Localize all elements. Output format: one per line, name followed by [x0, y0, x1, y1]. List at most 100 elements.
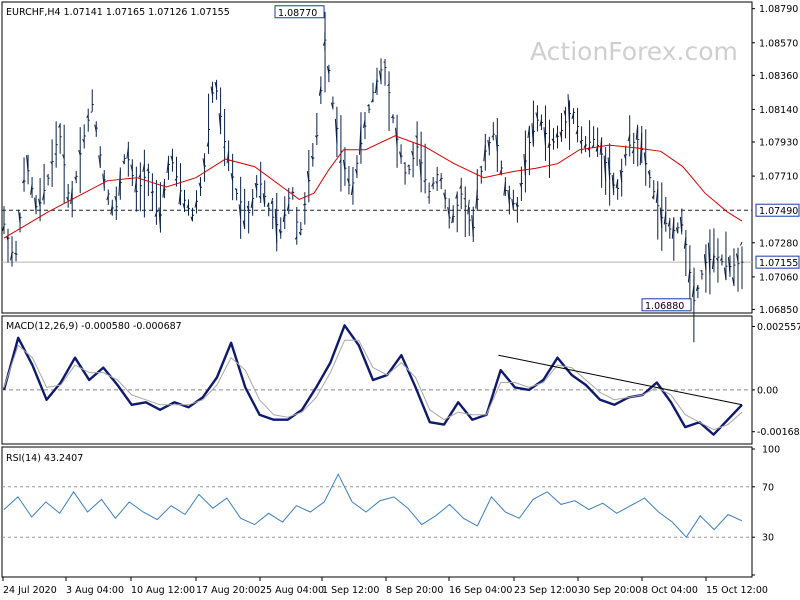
- ohlc-open-tick: [134, 178, 137, 193]
- ohlc-open-tick: [270, 197, 274, 205]
- ohlc-open-tick: [262, 193, 266, 207]
- ohlc-open-tick: [142, 163, 145, 172]
- ohlc-open-tick: [34, 197, 37, 213]
- ohlc-open-tick: [519, 182, 522, 188]
- ohlc-open-tick: [218, 113, 222, 130]
- ohlc-open-tick: [611, 174, 615, 193]
- ohlc-open-tick: [631, 149, 635, 154]
- ohlc-open-tick: [391, 115, 394, 119]
- ohlc-open-tick: [715, 257, 719, 262]
- ohlc-open-tick: [18, 210, 21, 224]
- ohlc-open-tick: [154, 212, 157, 217]
- x-tick-label: 10 Aug 12:00: [131, 585, 195, 596]
- ohlc-open-tick: [58, 124, 61, 128]
- ohlc-open-tick: [186, 203, 189, 209]
- ohlc-open-tick: [346, 178, 350, 184]
- ohlc-open-tick: [371, 98, 374, 103]
- ohlc-open-tick: [663, 211, 667, 225]
- ohlc-open-tick: [178, 191, 181, 205]
- ohlc-open-tick: [22, 179, 25, 184]
- ohlc-open-tick: [543, 127, 546, 146]
- high-label-box: [274, 5, 325, 19]
- ohlc-open-tick: [703, 254, 707, 271]
- ohlc-open-tick: [78, 149, 81, 156]
- ohlc-open-tick: [282, 211, 286, 223]
- y-tick-label: 1.08570: [759, 38, 798, 49]
- ohlc-open-tick: [367, 104, 370, 107]
- ohlc-open-tick: [379, 70, 382, 83]
- ohlc-open-tick: [338, 159, 342, 164]
- ohlc-open-tick: [411, 151, 414, 157]
- ohlc-open-tick: [230, 173, 234, 182]
- ohlc-open-tick: [455, 193, 458, 199]
- ohlc-open-tick: [563, 110, 567, 117]
- ohlc-open-tick: [659, 207, 663, 229]
- ohlc-open-tick: [122, 160, 125, 165]
- ohlc-open-tick: [483, 145, 486, 162]
- rsi-y-tick-label: 100: [762, 445, 780, 456]
- ohlc-open-tick: [174, 178, 177, 181]
- ohlc-open-tick: [459, 185, 462, 189]
- ohlc-open-tick: [740, 241, 743, 246]
- ohlc-open-tick: [74, 176, 77, 181]
- ohlc-open-tick: [415, 135, 418, 139]
- ohlc-open-tick: [603, 155, 607, 181]
- rsi-panel-frame: [1, 446, 753, 578]
- x-tick-label: 1 Sep 12:00: [322, 585, 379, 596]
- low-label: 1.06880: [645, 301, 684, 312]
- ohlc-open-tick: [567, 94, 571, 127]
- ohlc-open-tick: [294, 236, 298, 240]
- main-panel-frame: [1, 1, 753, 314]
- ohlc-open-tick: [559, 131, 562, 139]
- rsi-line: [3, 473, 743, 539]
- ohlc-open-tick: [495, 134, 498, 152]
- ohlc-open-tick: [683, 237, 687, 249]
- ohlc-open-tick: [306, 170, 310, 183]
- y-tick-label: 1.08140: [759, 105, 798, 116]
- ohlc-open-tick: [503, 182, 506, 196]
- ohlc-open-tick: [278, 229, 282, 235]
- ohlc-open-tick: [487, 140, 490, 151]
- macd-chart: [2, 324, 752, 436]
- ohlc-open-tick: [202, 158, 206, 169]
- ohlc-open-tick: [627, 134, 631, 142]
- ohlc-open-tick: [531, 123, 534, 147]
- ohlc-open-tick: [635, 124, 639, 140]
- x-tick-label: 16 Sep 04:00: [449, 585, 512, 596]
- ohlc-open-tick: [535, 112, 538, 119]
- y-tick-label: 1.08360: [759, 71, 798, 82]
- x-tick-label: 8 Oct 04:00: [642, 585, 698, 596]
- ohlc-open-tick: [326, 66, 330, 74]
- ohlc-open-tick: [619, 169, 623, 183]
- ohlc-open-tick: [451, 214, 454, 224]
- ohlc-open-tick: [711, 253, 715, 270]
- ohlc-open-tick: [431, 183, 434, 187]
- ohlc-open-tick: [66, 196, 69, 202]
- ohlc-open-tick: [523, 153, 526, 176]
- ohlc-open-tick: [210, 86, 214, 97]
- ohlc-open-tick: [314, 135, 318, 138]
- ohlc-open-tick: [467, 199, 470, 215]
- signal-line: [3, 339, 743, 431]
- ohlc-open-tick: [318, 86, 322, 96]
- current-price-label-box: [755, 255, 800, 269]
- ohlc-open-tick: [198, 182, 202, 188]
- macd-trendline: [498, 354, 743, 406]
- ohlc-open-tick: [126, 147, 129, 159]
- x-tick-label: 23 Sep 12:00: [514, 585, 577, 596]
- y-tick-label: 1.08790: [759, 4, 798, 15]
- ohlc-open-tick: [50, 161, 53, 165]
- ohlc-open-tick: [86, 114, 89, 119]
- current-price-label: 1.07155: [759, 258, 798, 269]
- level-axis-label: 1.07490: [759, 206, 798, 217]
- macd-y-tick-label: 0.002557: [757, 322, 800, 333]
- ohlc-open-tick: [439, 178, 442, 182]
- ohlc-open-tick: [555, 132, 558, 138]
- ohlc-open-tick: [286, 203, 290, 211]
- ohlc-open-tick: [655, 188, 659, 204]
- ohlc-open-tick: [106, 195, 109, 201]
- ohlc-open-tick: [471, 215, 474, 237]
- ohlc-open-tick: [463, 197, 466, 200]
- rsi-chart: [2, 473, 752, 539]
- ohlc-open-tick: [403, 162, 406, 164]
